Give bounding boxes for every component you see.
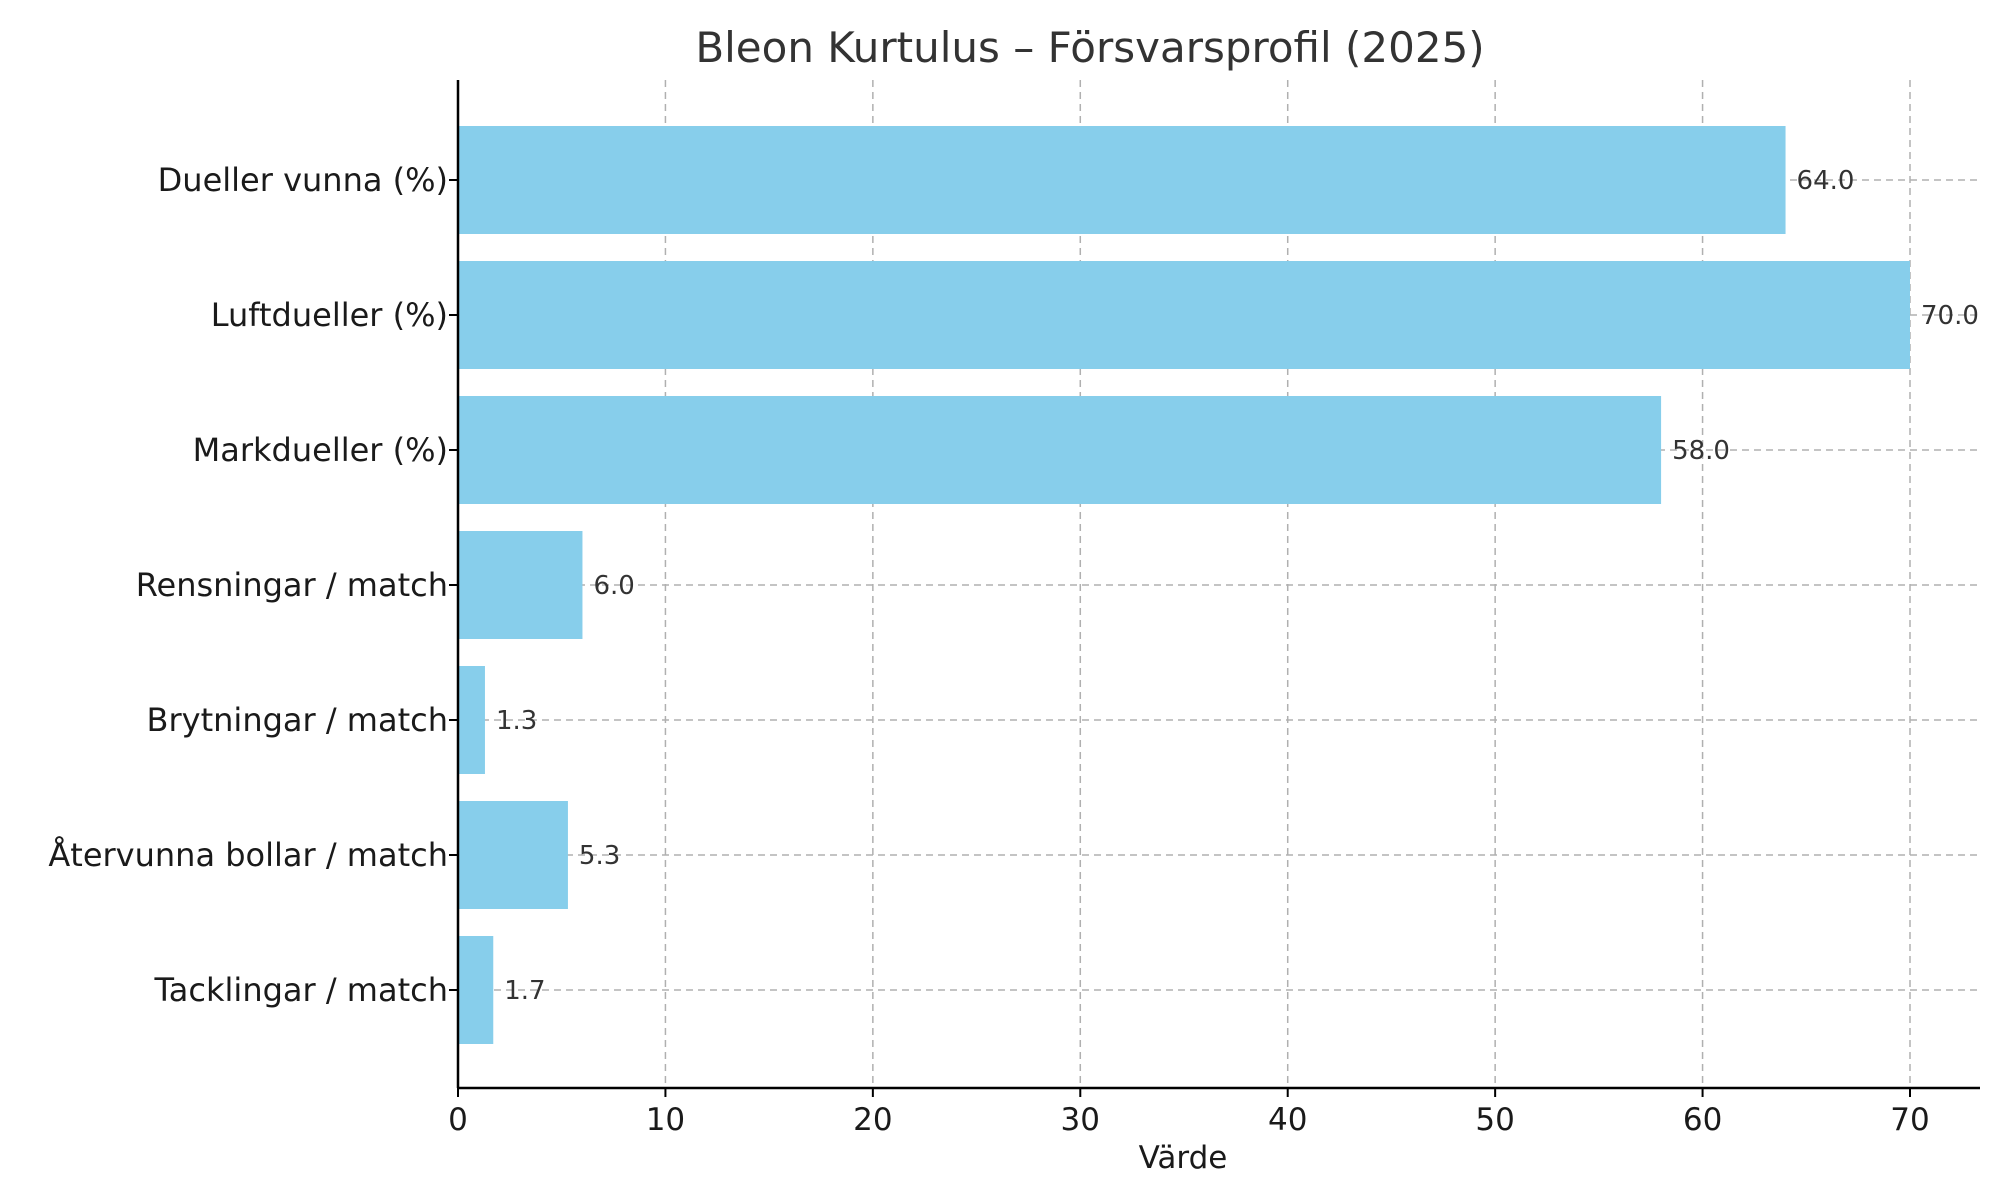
x-tick-label: 20 [853, 1102, 892, 1138]
bar-value-label: 70.0 [1921, 301, 1979, 331]
bar-value-label: 1.7 [504, 976, 545, 1006]
x-ticks: 0 10 20 30 40 50 60 70 [448, 1088, 1930, 1138]
category-label: Återvunna bollar / match [48, 836, 448, 874]
x-axis-label: Värde [1139, 1140, 1228, 1176]
category-label: Luftdueller (%) [211, 296, 448, 334]
x-tick-label: 40 [1268, 1102, 1307, 1138]
category-labels: Dueller vunna (%) Luftdueller (%) Markduel… [48, 161, 458, 1009]
bar-value-label: 1.3 [496, 706, 537, 736]
category-label: Tacklingar / match [154, 971, 448, 1009]
x-tick-label: 50 [1475, 1102, 1514, 1138]
bars [458, 126, 1910, 1044]
bar [458, 126, 1786, 234]
x-tick-label: 30 [1061, 1102, 1100, 1138]
category-label: Rensningar / match [136, 566, 448, 604]
bar [458, 936, 494, 1044]
data-labels: 64.0 70.0 58.0 6.0 1.3 5.3 1.7 [496, 166, 1979, 1006]
bar [458, 531, 583, 639]
bar [458, 261, 1910, 369]
chart-title: Bleon Kurtulus – Försvarsprofil (2025) [695, 23, 1484, 72]
x-tick-label: 60 [1683, 1102, 1722, 1138]
x-tick-label: 70 [1890, 1102, 1929, 1138]
bar [458, 801, 568, 909]
bar-value-label: 64.0 [1797, 166, 1855, 196]
x-tick-label: 10 [646, 1102, 685, 1138]
bar-value-label: 6.0 [593, 571, 634, 601]
bar-value-label: 5.3 [579, 841, 620, 871]
category-label: Brytningar / match [147, 701, 448, 739]
bar-value-label: 58.0 [1672, 436, 1730, 466]
x-tick-label: 0 [448, 1102, 468, 1138]
bar [458, 396, 1662, 504]
bar [458, 666, 485, 774]
category-label: Markdueller (%) [193, 431, 448, 469]
category-label: Dueller vunna (%) [158, 161, 448, 199]
